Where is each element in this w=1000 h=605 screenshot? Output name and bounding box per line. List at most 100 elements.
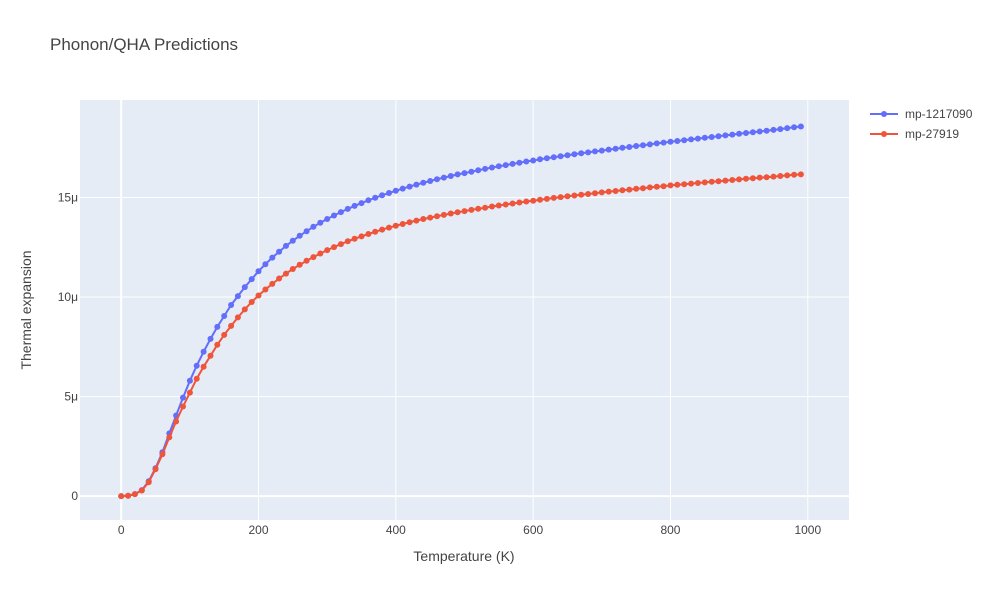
data-point xyxy=(351,235,358,242)
data-point xyxy=(468,206,475,213)
data-point xyxy=(440,174,447,181)
data-point xyxy=(454,209,461,216)
data-point xyxy=(331,212,337,219)
data-point xyxy=(461,208,468,215)
data-point xyxy=(633,143,640,149)
data-point xyxy=(509,200,516,207)
data-point xyxy=(468,168,475,175)
data-point xyxy=(386,190,392,196)
data-point xyxy=(434,213,440,220)
data-point xyxy=(633,185,640,192)
legend-item-mp-1217090[interactable]: mp-1217090 xyxy=(870,107,973,121)
data-point xyxy=(715,178,722,185)
data-point xyxy=(749,129,756,136)
data-point xyxy=(269,254,276,261)
x-axis-label: Temperature (K) xyxy=(413,548,514,564)
data-point xyxy=(564,193,571,200)
data-point xyxy=(200,363,207,370)
data-point xyxy=(180,394,186,401)
series-mp-27919 xyxy=(118,171,804,500)
data-point xyxy=(310,254,317,261)
data-point xyxy=(262,261,269,268)
legend-swatch-marker xyxy=(881,111,887,117)
data-point xyxy=(221,331,228,338)
data-point xyxy=(667,138,674,145)
data-point xyxy=(791,124,798,131)
data-point xyxy=(420,216,427,222)
data-point xyxy=(214,341,221,348)
data-point xyxy=(619,187,626,194)
data-point xyxy=(598,189,605,196)
data-point xyxy=(626,186,633,193)
data-point xyxy=(447,173,454,179)
data-point xyxy=(619,144,626,151)
legend-label: mp-1217090 xyxy=(905,107,973,121)
legend[interactable]: mp-1217090 mp-27919 xyxy=(870,107,973,141)
data-point xyxy=(365,231,372,237)
data-point xyxy=(255,268,262,275)
data-point xyxy=(605,188,612,195)
data-point xyxy=(193,375,200,382)
data-point xyxy=(324,216,331,222)
data-point xyxy=(516,159,523,166)
data-point xyxy=(214,323,221,330)
data-point xyxy=(543,195,550,202)
data-point xyxy=(296,261,303,268)
data-point xyxy=(640,185,646,192)
data-point xyxy=(392,222,399,229)
data-point xyxy=(324,247,331,254)
data-point xyxy=(248,299,255,305)
x-tick-label: 0 xyxy=(118,523,125,537)
data-point xyxy=(502,162,509,169)
data-point xyxy=(736,176,743,183)
data-point xyxy=(303,257,310,264)
data-point xyxy=(681,181,688,188)
data-point xyxy=(386,224,392,231)
data-point xyxy=(791,171,798,178)
data-point xyxy=(489,203,495,210)
data-point xyxy=(777,126,784,133)
data-point xyxy=(674,181,681,188)
data-point xyxy=(344,205,351,212)
data-point xyxy=(331,244,337,251)
data-point xyxy=(461,170,468,177)
data-point xyxy=(392,187,399,194)
data-point xyxy=(482,204,489,211)
data-point xyxy=(571,192,578,199)
data-point xyxy=(200,348,207,355)
legend-label: mp-27919 xyxy=(905,127,959,141)
data-point xyxy=(248,276,255,283)
data-point xyxy=(605,146,612,153)
data-point xyxy=(612,188,619,194)
data-point xyxy=(708,134,715,140)
data-point xyxy=(372,194,379,201)
data-point xyxy=(482,165,489,172)
series-line xyxy=(121,125,802,498)
data-point xyxy=(777,173,784,179)
data-point xyxy=(475,167,482,174)
data-point xyxy=(736,130,743,137)
y-tick-label: 15μ xyxy=(58,191,78,205)
series-layer xyxy=(118,123,804,500)
data-point xyxy=(289,237,296,244)
data-point xyxy=(427,214,434,221)
data-point xyxy=(543,155,550,162)
data-point xyxy=(681,137,688,144)
data-point xyxy=(640,142,646,149)
data-point xyxy=(118,493,125,500)
y-tick-labels: 0 5μ 10μ 15μ xyxy=(58,191,79,504)
data-point xyxy=(694,135,701,142)
data-point xyxy=(434,176,440,183)
data-point xyxy=(797,171,804,178)
data-point xyxy=(379,192,386,199)
data-point xyxy=(337,209,344,216)
data-point xyxy=(420,179,427,186)
data-point xyxy=(550,154,557,161)
data-point xyxy=(557,153,564,160)
data-point xyxy=(125,492,132,499)
x-tick-label: 400 xyxy=(386,523,406,537)
chart-title: Phonon/QHA Predictions xyxy=(50,35,238,54)
data-point xyxy=(578,191,585,198)
legend-item-mp-27919[interactable]: mp-27919 xyxy=(870,127,959,141)
